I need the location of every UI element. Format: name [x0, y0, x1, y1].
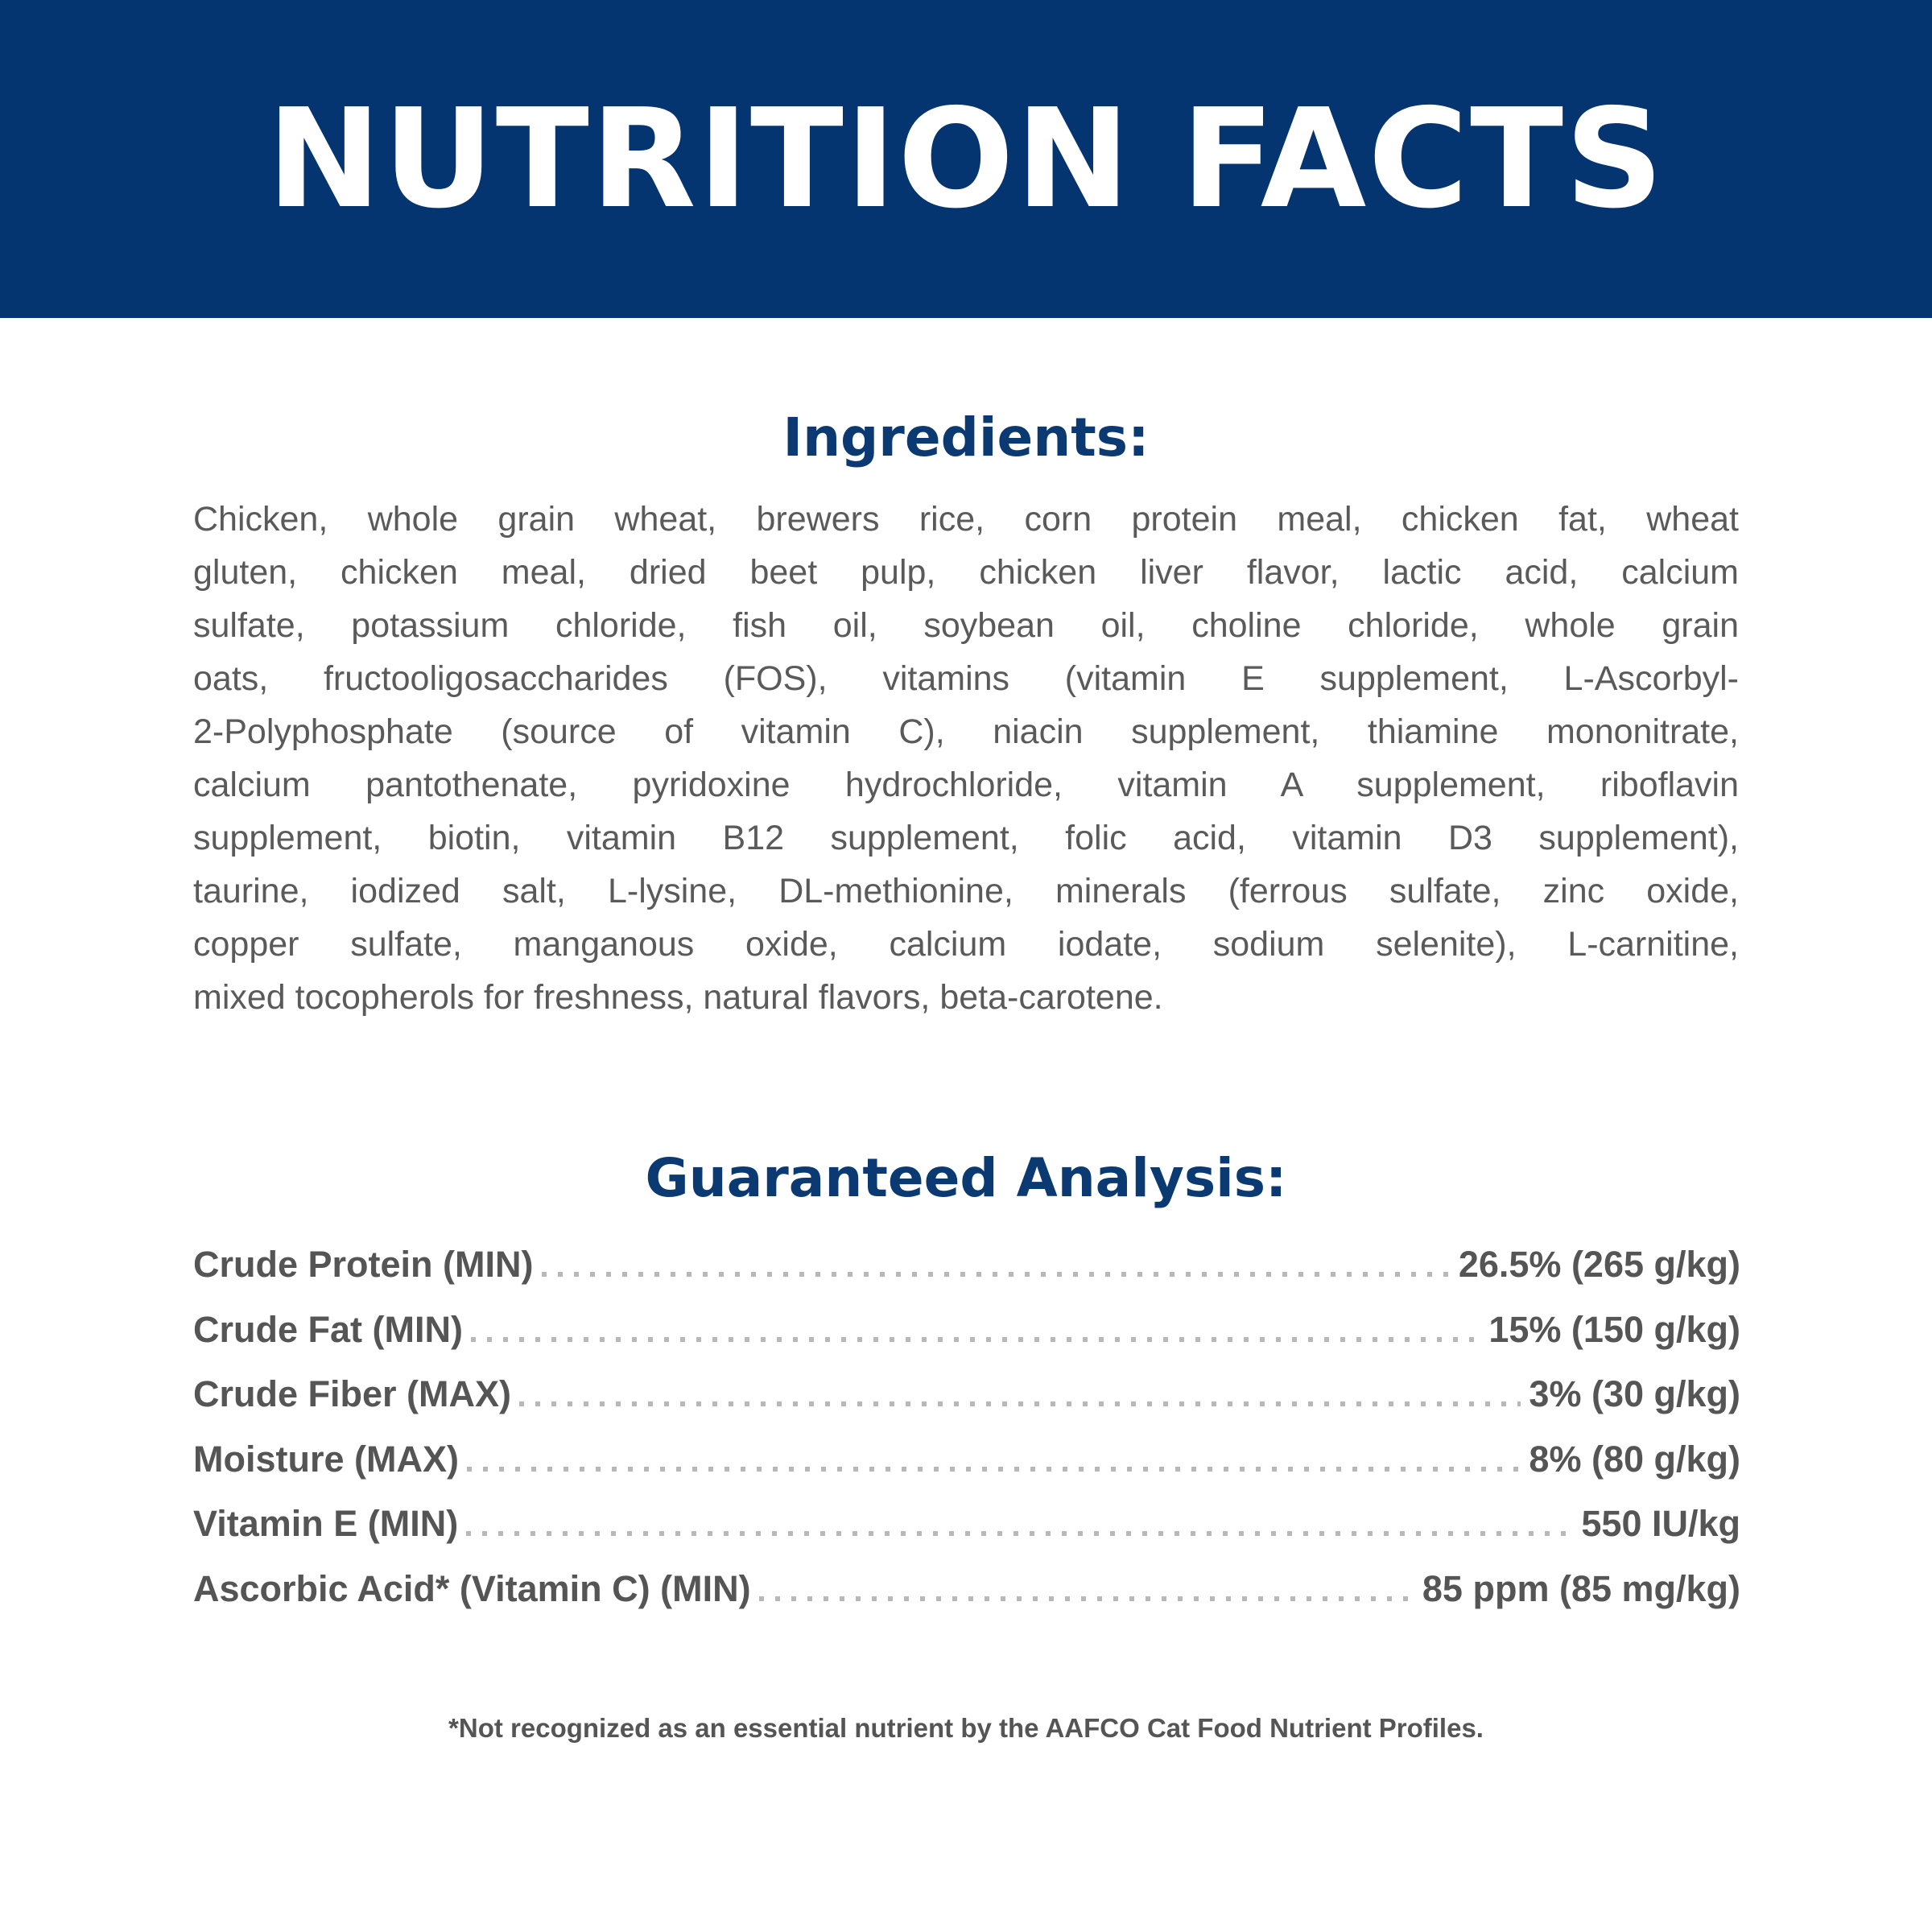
- analysis-row: Crude Fat (MIN) 15% (150 g/kg): [193, 1309, 1740, 1374]
- ingredients-line: mixed tocopherols for freshness, natural…: [193, 978, 1163, 1017]
- ingredients-text: Chicken, whole grain wheat, brewers rice…: [193, 493, 1739, 1024]
- analysis-row: Vitamin E (MIN) 550 IU/kg: [193, 1503, 1740, 1568]
- analysis-value: 8% (80 g/kg): [1529, 1438, 1740, 1480]
- guaranteed-analysis-heading: Guaranteed Analysis:: [645, 1147, 1287, 1209]
- dotted-leader: [519, 1400, 1521, 1406]
- dotted-leader: [470, 1335, 1481, 1342]
- analysis-row: Ascorbic Acid* (Vitamin C) (MIN) 85 ppm (…: [193, 1568, 1740, 1633]
- analysis-row: Moisture (MAX) 8% (80 g/kg): [193, 1439, 1740, 1504]
- guaranteed-analysis-table: Crude Protein (MIN) 26.5% (265 g/kg) Crud…: [193, 1244, 1740, 1633]
- analysis-value: 15% (150 g/kg): [1488, 1308, 1740, 1350]
- analysis-label: Moisture (MAX): [193, 1438, 459, 1480]
- analysis-label: Crude Fiber (MAX): [193, 1373, 512, 1414]
- dotted-leader: [466, 1530, 1574, 1536]
- analysis-value: 550 IU/kg: [1581, 1503, 1740, 1544]
- analysis-label: Ascorbic Acid* (Vitamin C) (MIN): [193, 1567, 751, 1609]
- ingredients-line: supplement, biotin, vitamin B12 suppleme…: [193, 819, 1739, 857]
- analysis-value: 3% (30 g/kg): [1529, 1373, 1740, 1414]
- ingredients-line: gluten, chicken meal, dried beet pulp, c…: [193, 553, 1739, 592]
- analysis-label: Vitamin E (MIN): [193, 1503, 459, 1544]
- ingredients-line: oats, fructooligosaccharides (FOS), vita…: [193, 659, 1739, 698]
- header-banner: NUTRITION FACTS: [0, 0, 1932, 318]
- analysis-label: Crude Fat (MIN): [193, 1308, 463, 1350]
- analysis-row: Crude Protein (MIN) 26.5% (265 g/kg): [193, 1244, 1740, 1309]
- ingredients-line: calcium pantothenate, pyridoxine hydroch…: [193, 766, 1739, 804]
- analysis-label: Crude Protein (MIN): [193, 1244, 534, 1285]
- dotted-leader: [541, 1270, 1451, 1277]
- ingredients-line: Chicken, whole grain wheat, brewers rice…: [193, 500, 1739, 539]
- ingredients-line: sulfate, potassium chloride, fish oil, s…: [193, 606, 1739, 645]
- analysis-row: Crude Fiber (MAX) 3% (30 g/kg): [193, 1373, 1740, 1439]
- page-title: NUTRITION FACTS: [266, 79, 1666, 239]
- ingredients-line: taurine, iodized salt, L-lysine, DL-meth…: [193, 872, 1739, 910]
- dotted-leader: [467, 1464, 1521, 1472]
- ingredients-line: copper sulfate, manganous oxide, calcium…: [193, 925, 1739, 964]
- analysis-value: 85 ppm (85 mg/kg): [1422, 1567, 1740, 1609]
- analysis-value: 26.5% (265 g/kg): [1458, 1244, 1740, 1285]
- dotted-leader: [758, 1594, 1414, 1601]
- ingredients-heading: Ingredients:: [782, 407, 1150, 469]
- ingredients-line: 2-Polyphosphate (source of vitamin C), n…: [193, 712, 1739, 751]
- footnote: *Not recognized as an essential nutrient…: [448, 1713, 1484, 1743]
